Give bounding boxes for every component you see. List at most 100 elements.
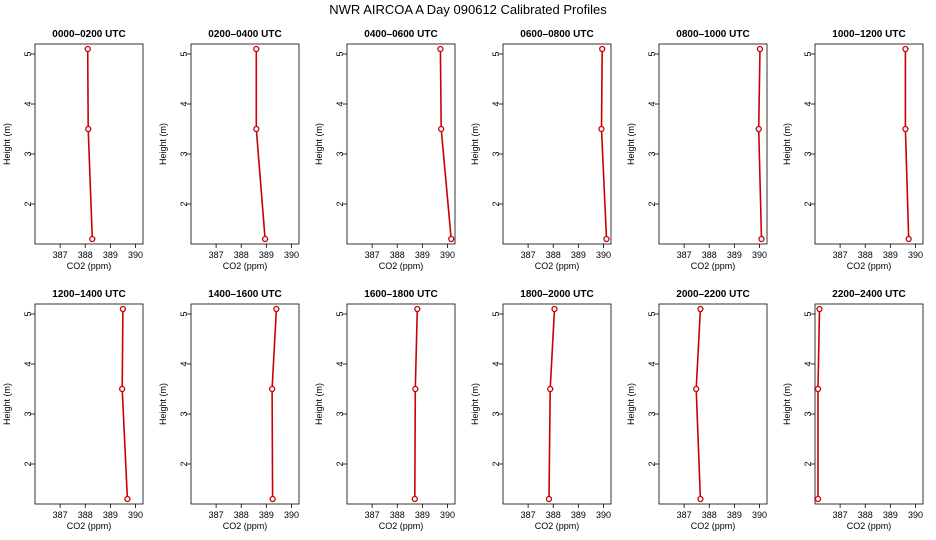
profile-point (758, 235, 765, 243)
x-tick-label: 388 (234, 250, 249, 260)
x-tick-label: 390 (908, 250, 923, 260)
profile-point (547, 385, 554, 393)
panels-group: 0000–0200 UTC 387 388 389 390 2 3 4 5 CO2 (ppm) He… (2, 29, 924, 531)
x-tick-label: 388 (78, 250, 93, 260)
panel-title: 0000–0200 UTC (52, 29, 125, 40)
y-tick-label: 3 (491, 151, 501, 156)
x-tick-label: 387 (833, 510, 848, 520)
x-tick-label: 389 (103, 510, 118, 520)
x-axis-label: CO2 (ppm) (223, 521, 268, 531)
y-tick-label: 4 (491, 361, 501, 366)
profile-line (757, 48, 763, 240)
x-tick-label: 389 (883, 510, 898, 520)
y-tick-label: 4 (23, 101, 33, 106)
plot-frame (502, 303, 612, 505)
x-tick-label: 389 (571, 510, 586, 520)
y-tick-label: 2 (179, 201, 189, 206)
profile-point (84, 45, 91, 53)
figure-title: NWR AIRCOA A Day 090612 Calibrated Profi… (329, 2, 607, 17)
y-tick-label: 2 (803, 201, 813, 206)
profile-point (545, 495, 553, 503)
plot-frame (814, 303, 924, 505)
x-tick-label: 388 (858, 510, 873, 520)
y-axis-label: Height (m) (626, 383, 636, 425)
y-tick-label: 4 (647, 361, 657, 366)
y-tick-label: 4 (335, 101, 345, 106)
x-axis-label: CO2 (ppm) (535, 521, 580, 531)
y-tick-label: 3 (647, 151, 657, 156)
y-axis-label: Height (m) (158, 123, 168, 165)
y-axis-label: Height (m) (782, 383, 792, 425)
y-tick-label: 2 (491, 461, 501, 466)
y-tick-label: 4 (491, 101, 501, 106)
y-tick-label: 2 (803, 461, 813, 466)
x-axis-label: CO2 (ppm) (847, 521, 892, 531)
panel-10: 1800–2000 UTC 387 388 389 390 2 3 4 5 CO2 (ppm) He… (470, 289, 612, 531)
x-tick-label: 388 (546, 510, 561, 520)
x-tick-label: 389 (727, 250, 742, 260)
x-tick-label: 388 (390, 510, 405, 520)
panel-2: 0200–0400 UTC 387 388 389 390 2 3 4 5 CO2 (ppm) He… (158, 29, 300, 271)
x-tick-label: 389 (727, 510, 742, 520)
plot-frame (190, 303, 300, 505)
profile-point (253, 45, 260, 53)
y-tick-label: 4 (803, 361, 813, 366)
profile-point (268, 385, 276, 393)
profile-point (273, 305, 280, 313)
panel-3: 0400–0600 UTC 387 388 389 390 2 3 4 5 CO2 (ppm) He… (314, 29, 456, 271)
panel-title: 1800–2000 UTC (520, 289, 593, 300)
y-axis-label: Height (m) (782, 123, 792, 165)
panel-title: 1600–1800 UTC (364, 289, 437, 300)
y-tick-label: 5 (803, 311, 813, 316)
profile-line (413, 308, 419, 500)
plot-frame (814, 43, 924, 245)
profile-point (411, 495, 418, 503)
y-tick-label: 5 (335, 51, 345, 56)
y-axis-label: Height (m) (314, 123, 324, 165)
plot-frame (34, 43, 144, 245)
y-axis-label: Height (m) (470, 123, 480, 165)
panel-8: 1400–1600 UTC 387 388 389 390 2 3 4 5 CO2 (ppm) He… (158, 289, 300, 531)
profile-point (697, 305, 704, 313)
profile-point (85, 125, 92, 133)
profile-point (599, 45, 606, 53)
y-tick-label: 5 (491, 311, 501, 316)
panel-title: 1200–1400 UTC (52, 289, 125, 300)
y-tick-label: 4 (179, 101, 189, 106)
panel-title: 2000–2200 UTC (676, 289, 749, 300)
x-axis-label: CO2 (ppm) (67, 521, 112, 531)
profile-point (603, 235, 610, 243)
y-tick-label: 5 (647, 51, 657, 56)
y-tick-label: 5 (803, 51, 813, 56)
x-tick-label: 390 (752, 250, 767, 260)
plot-frame (346, 43, 456, 245)
x-tick-label: 388 (390, 250, 405, 260)
profile-point (693, 385, 700, 393)
y-tick-label: 2 (647, 201, 657, 206)
x-tick-label: 387 (833, 250, 848, 260)
x-tick-label: 390 (440, 510, 455, 520)
profile-point (269, 495, 276, 503)
y-tick-label: 3 (23, 411, 33, 416)
y-tick-label: 3 (179, 411, 189, 416)
x-tick-label: 387 (209, 510, 224, 520)
x-tick-label: 387 (677, 250, 692, 260)
profile-point (448, 235, 455, 243)
x-tick-label: 389 (571, 250, 586, 260)
y-tick-label: 3 (335, 411, 345, 416)
panel-6: 1000–1200 UTC 387 388 389 390 2 3 4 5 CO2 (ppm) He… (782, 29, 924, 271)
x-tick-label: 389 (103, 250, 118, 260)
y-tick-label: 3 (491, 411, 501, 416)
x-axis-label: CO2 (ppm) (67, 261, 112, 271)
profile-line (271, 308, 278, 500)
x-tick-label: 387 (365, 250, 380, 260)
y-tick-label: 4 (179, 361, 189, 366)
y-tick-label: 5 (647, 311, 657, 316)
profile-line (255, 49, 266, 240)
x-tick-label: 390 (284, 510, 299, 520)
y-tick-label: 2 (23, 201, 33, 206)
x-tick-label: 388 (858, 250, 873, 260)
x-tick-label: 387 (521, 250, 536, 260)
plot-frame (34, 303, 144, 505)
x-tick-label: 389 (415, 250, 430, 260)
